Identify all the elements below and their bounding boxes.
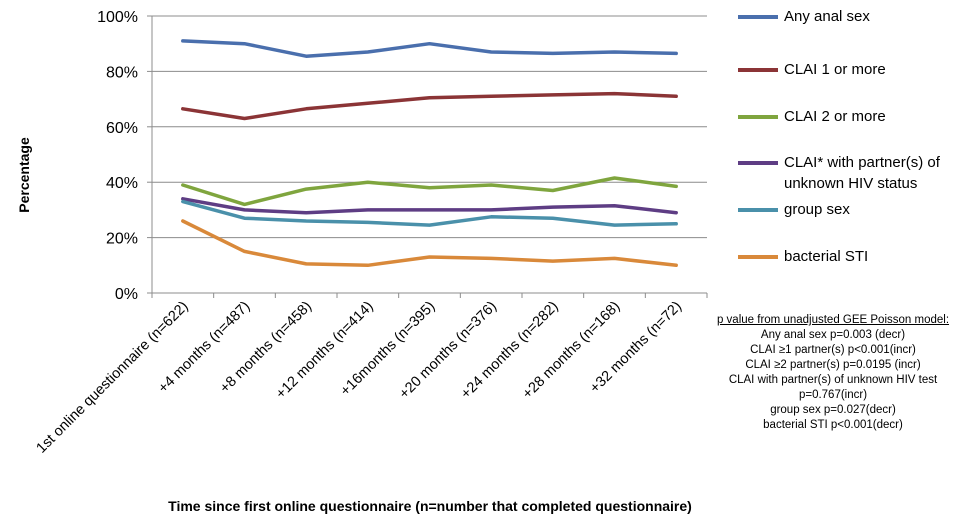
p-value-line: p=0.767(incr) [798, 389, 868, 401]
p-value-note-title: p value from unadjusted GEE Poisson mode… [716, 314, 950, 326]
legend-label: CLAI* with partner(s) of unknown HIV sta… [784, 154, 940, 192]
legend-item: CLAI* with partner(s) of unknown HIV sta… [738, 152, 966, 194]
legend-label: bacterial STI [784, 248, 869, 265]
series-line [181, 199, 678, 227]
p-value-note: p value from unadjusted GEE Poisson mode… [700, 313, 966, 433]
legend-swatch [738, 68, 778, 72]
legend-label: group sex [784, 201, 850, 218]
legend-item: group sex [738, 199, 966, 220]
tick-labels: 0%20%40%60%80%100%1st online questionnai… [34, 9, 685, 457]
y-tick-label: 20% [106, 231, 138, 248]
axes [147, 15, 708, 298]
legend-label: CLAI 2 or more [784, 108, 886, 125]
p-value-line: CLAI with partner(s) of unknown HIV test [728, 374, 938, 386]
p-value-line: CLAI ≥1 partner(s) p<0.001(incr) [750, 344, 916, 356]
series-line [181, 197, 678, 215]
y-tick-label: 80% [106, 64, 138, 81]
y-tick-label: 60% [106, 120, 138, 137]
legend-item: bacterial STI [738, 246, 966, 267]
legend-item: Any anal sex [738, 6, 966, 27]
legend-swatch [738, 15, 778, 19]
series-line [181, 91, 678, 121]
y-axis-title-wrap: Percentage [4, 100, 44, 250]
y-tick-label: 0% [115, 286, 138, 303]
p-value-line: group sex p=0.027(decr) [770, 404, 896, 416]
series-line [181, 219, 678, 268]
legend-swatch [738, 161, 778, 165]
p-value-line: Any anal sex p=0.003 (decr) [760, 329, 906, 341]
legend-item: CLAI 1 or more [738, 59, 966, 80]
series-line [181, 176, 678, 207]
p-value-line: bacterial STI p<0.001(decr) [763, 419, 903, 431]
series-line [181, 39, 678, 58]
legend-swatch [738, 115, 778, 119]
x-axis-title: Time since first online questionnaire (n… [168, 498, 692, 514]
legend-label: Any anal sex [784, 8, 870, 25]
gridlines [152, 15, 707, 239]
y-tick-label: 100% [97, 9, 138, 26]
series-lines [181, 39, 678, 268]
legend-label: CLAI 1 or more [784, 61, 886, 78]
y-axis-title: Percentage [16, 137, 32, 213]
p-value-line: CLAI ≥2 partner(s) p=0.0195 (incr) [745, 359, 921, 371]
legend-item: CLAI 2 or more [738, 106, 966, 127]
legend-swatch [738, 208, 778, 212]
legend-swatch [738, 255, 778, 259]
y-tick-label: 40% [106, 175, 138, 192]
